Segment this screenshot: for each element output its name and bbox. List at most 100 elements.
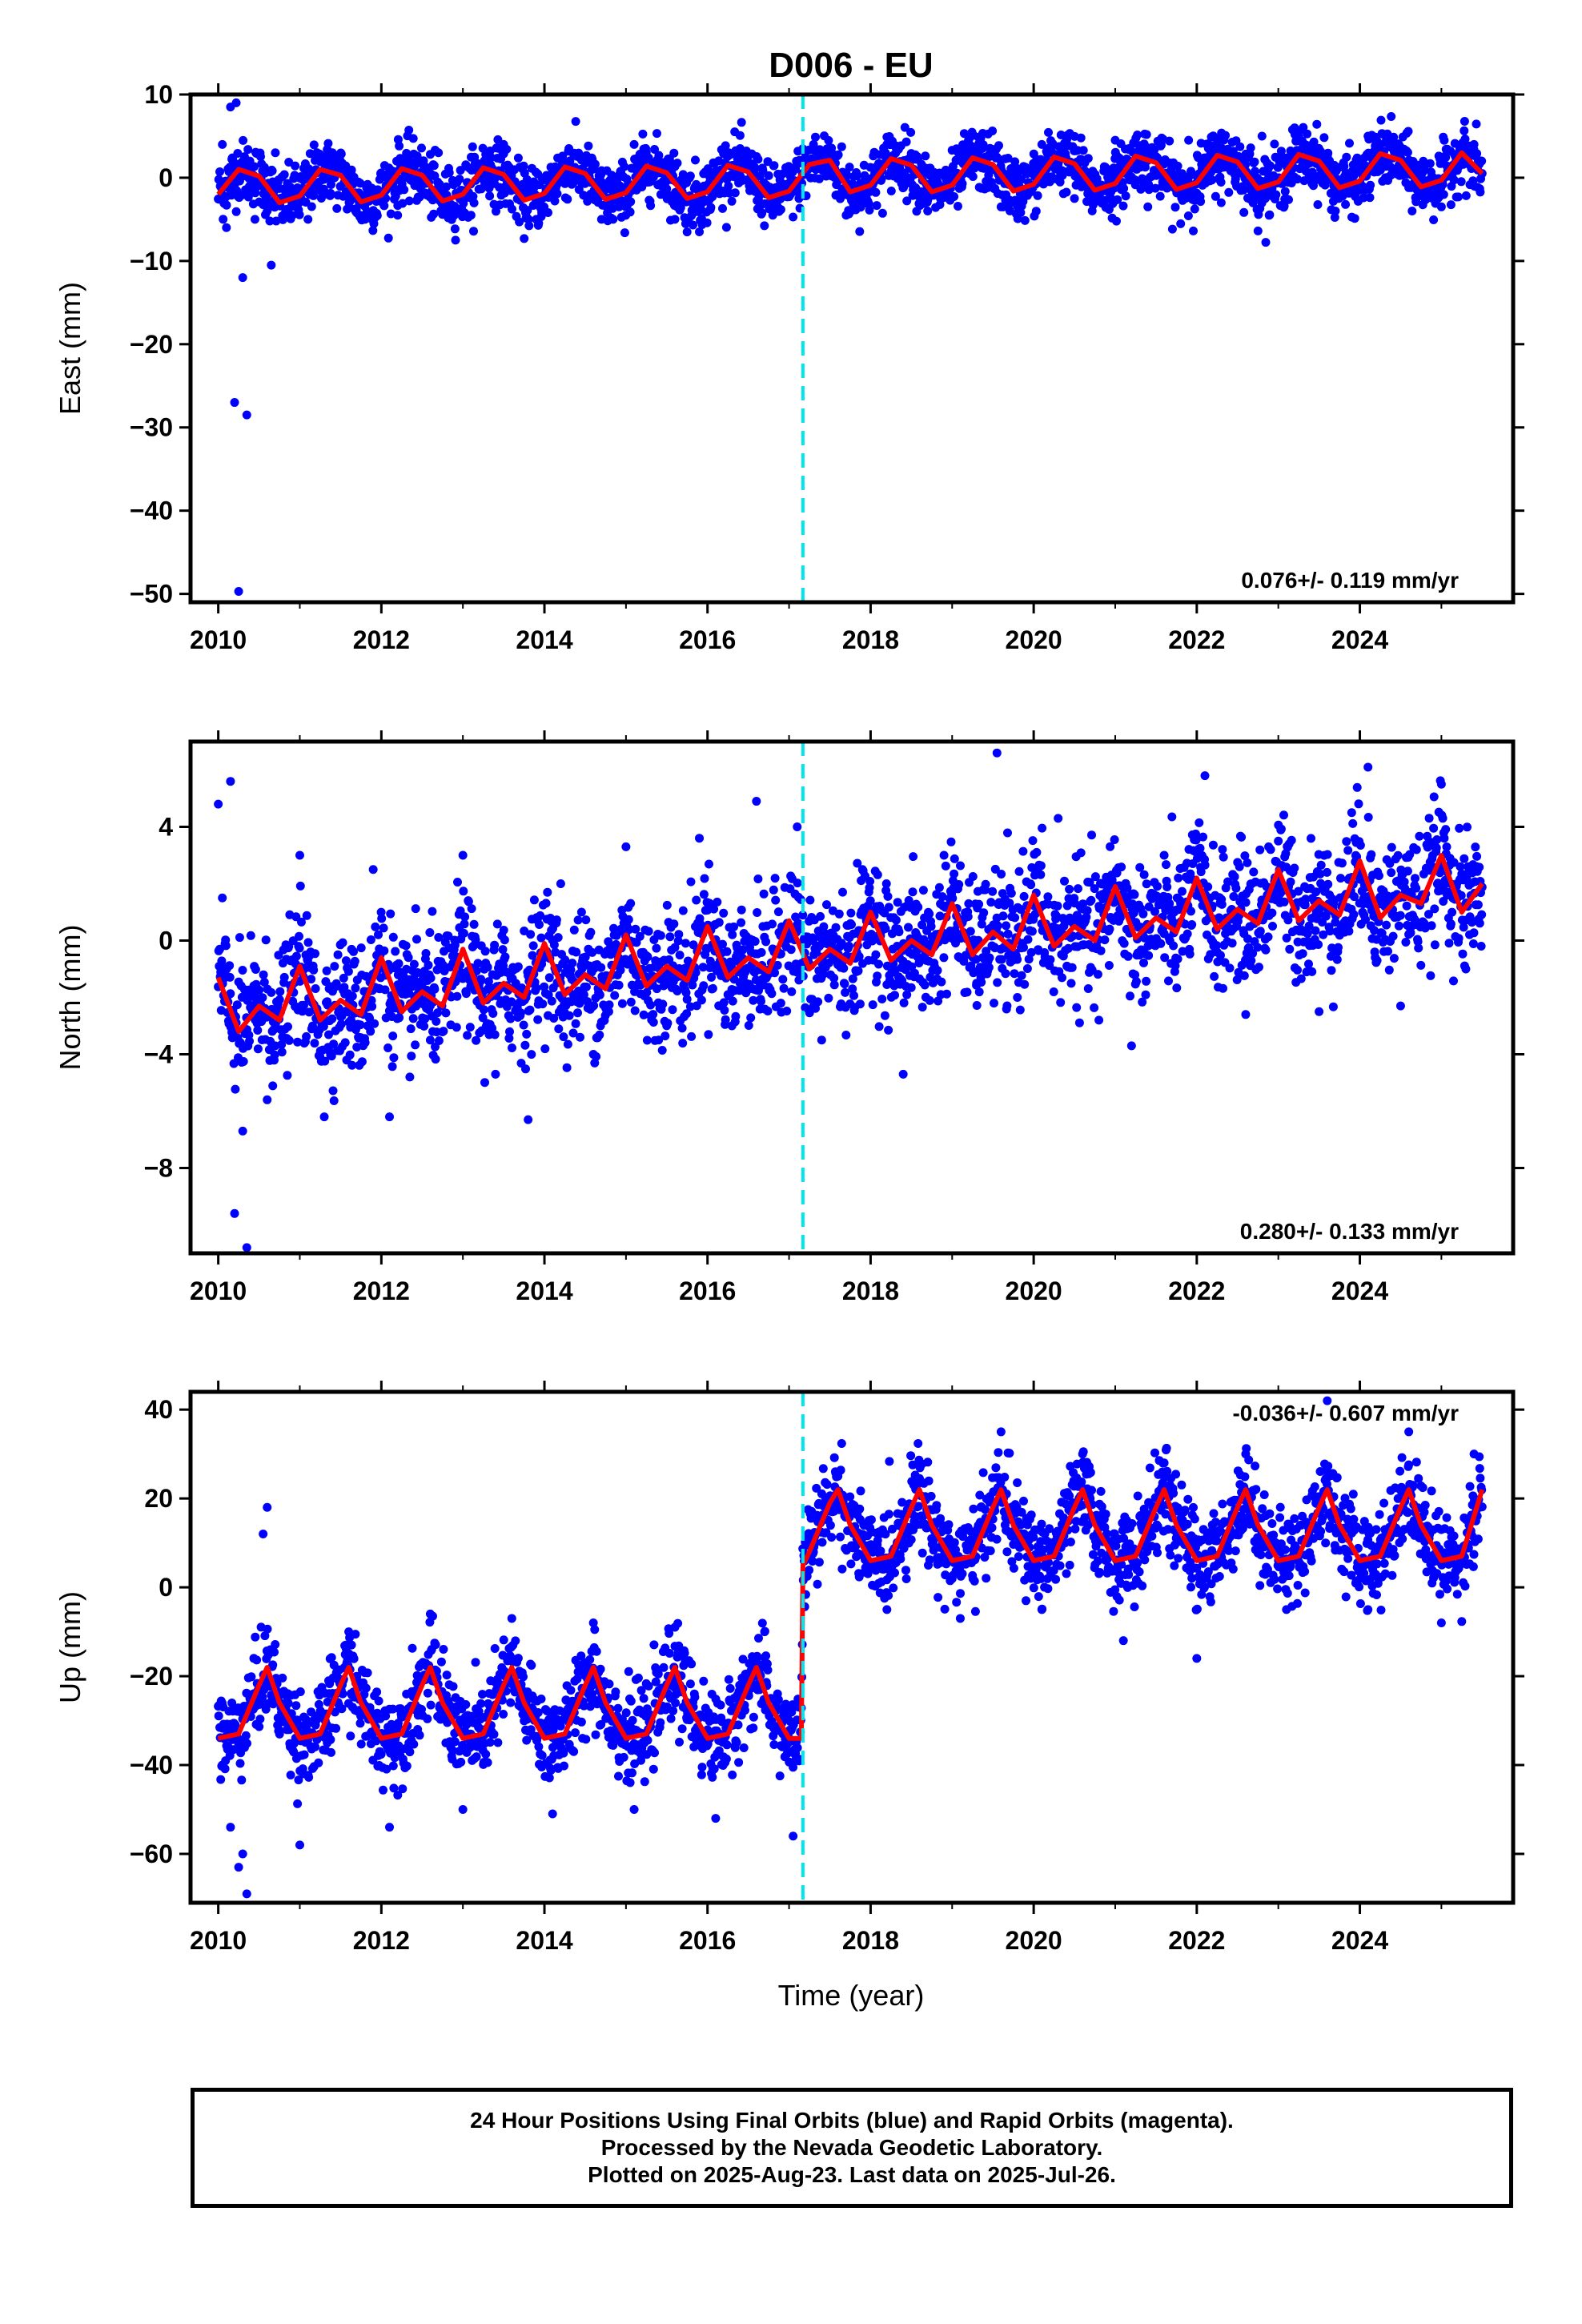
data-point xyxy=(1282,933,1291,943)
data-point xyxy=(261,935,271,945)
data-point xyxy=(1279,201,1289,211)
data-point xyxy=(719,998,729,1007)
data-point xyxy=(1456,177,1466,187)
data-point xyxy=(939,953,949,963)
data-point xyxy=(1216,178,1226,187)
data-point xyxy=(1130,970,1140,979)
data-point xyxy=(744,1021,753,1030)
data-point xyxy=(1223,877,1233,887)
data-point xyxy=(818,970,828,979)
data-point xyxy=(824,135,833,145)
data-point xyxy=(737,118,746,127)
data-point xyxy=(856,203,865,212)
data-point xyxy=(778,975,788,984)
data-point xyxy=(1449,175,1459,185)
data-point xyxy=(425,928,435,937)
data-point xyxy=(1006,888,1016,898)
data-point xyxy=(1083,154,1093,163)
data-point xyxy=(837,939,846,948)
data-point xyxy=(339,983,349,992)
data-point xyxy=(1139,958,1148,967)
data-point xyxy=(547,996,556,1006)
data-point xyxy=(1190,204,1199,214)
data-point xyxy=(507,997,516,1007)
data-point xyxy=(985,953,994,963)
data-point xyxy=(865,877,875,886)
data-point xyxy=(323,139,333,148)
data-point xyxy=(689,220,697,230)
data-point xyxy=(703,164,713,174)
data-point xyxy=(479,1005,488,1015)
data-point xyxy=(753,875,763,883)
data-point xyxy=(643,952,652,962)
data-point xyxy=(1126,991,1134,1001)
data-point xyxy=(669,148,679,158)
data-point xyxy=(1342,152,1351,162)
data-point xyxy=(654,151,664,160)
data-point xyxy=(442,182,451,191)
data-point xyxy=(258,993,267,1003)
data-point xyxy=(652,129,661,139)
data-point xyxy=(848,984,857,994)
data-point xyxy=(302,911,311,920)
data-point xyxy=(1005,899,1014,908)
data-point xyxy=(1062,901,1072,911)
data-point xyxy=(408,1014,418,1023)
data-point xyxy=(1246,143,1255,153)
data-point xyxy=(459,928,468,938)
data-point xyxy=(327,1014,337,1023)
data-point xyxy=(873,870,882,879)
data-point xyxy=(277,1040,287,1049)
data-point xyxy=(809,139,818,149)
data-point xyxy=(284,1035,294,1045)
data-point xyxy=(770,968,779,978)
data-point xyxy=(1446,200,1456,210)
data-point xyxy=(469,919,479,929)
data-point xyxy=(676,203,685,212)
data-point xyxy=(984,963,994,972)
data-point xyxy=(1284,195,1293,204)
data-point xyxy=(1304,921,1314,931)
data-point xyxy=(554,1024,564,1034)
data-point xyxy=(267,987,276,997)
data-point xyxy=(286,183,295,192)
data-point xyxy=(873,971,882,981)
panel-north: 2010 2012 2014 2016 2018 2020 2022 202440−4−8No… xyxy=(54,730,1524,1305)
data-point xyxy=(1239,971,1249,980)
data-point xyxy=(753,908,762,917)
data-point xyxy=(326,188,335,198)
data-point xyxy=(277,1047,287,1057)
data-point xyxy=(324,1030,333,1039)
data-point xyxy=(372,211,382,220)
data-point xyxy=(1184,135,1194,145)
data-point xyxy=(872,201,881,211)
data-point xyxy=(333,950,343,959)
data-point xyxy=(746,1013,756,1023)
data-point xyxy=(1104,961,1114,970)
data-point xyxy=(786,945,796,955)
data-point xyxy=(498,945,508,955)
data-point xyxy=(1130,890,1139,899)
data-point xyxy=(1235,142,1245,151)
data-point xyxy=(239,1057,248,1066)
data-point xyxy=(581,982,591,991)
data-point xyxy=(472,1035,481,1045)
data-point xyxy=(1002,921,1011,931)
data-point xyxy=(1169,941,1178,951)
data-point xyxy=(713,897,722,907)
data-point xyxy=(429,161,439,171)
data-point xyxy=(343,1007,352,1017)
data-point xyxy=(571,117,580,127)
data-point xyxy=(950,854,959,863)
data-point xyxy=(508,204,516,214)
data-point xyxy=(721,1015,730,1024)
data-point xyxy=(1285,944,1295,954)
data-point xyxy=(1251,167,1260,176)
data-point xyxy=(757,996,765,1006)
data-point xyxy=(1074,884,1082,894)
data-point xyxy=(925,995,934,1005)
data-point xyxy=(658,999,668,1009)
data-point xyxy=(626,197,636,207)
data-point xyxy=(1014,866,1024,876)
data-point xyxy=(499,926,508,935)
